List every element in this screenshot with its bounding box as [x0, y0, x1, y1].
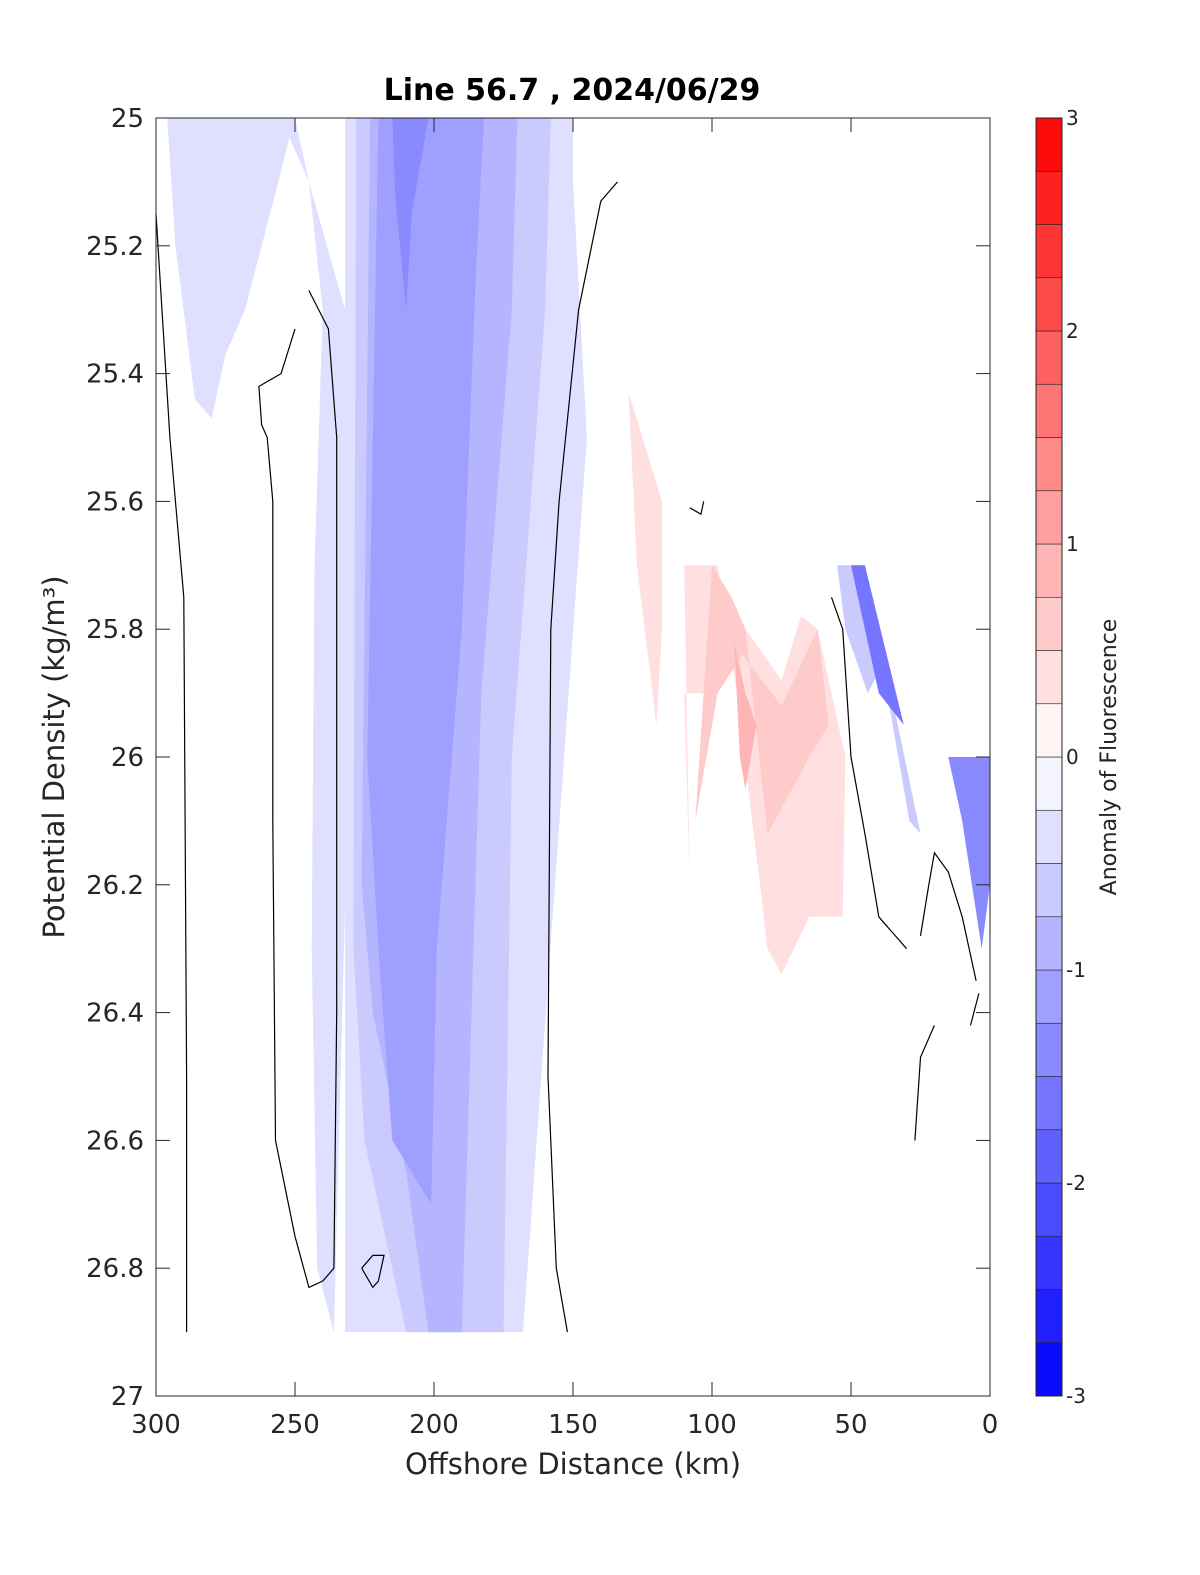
colorbar-band — [1035, 1182, 1063, 1237]
x-axis-label: Offshore Distance (km) — [405, 1447, 741, 1481]
contour-region-7 — [851, 565, 904, 725]
colorbar-band — [1035, 1129, 1063, 1184]
y-axis-label: Potential Density (kg/m³) — [37, 575, 71, 938]
x-tick-label: 0 — [982, 1410, 999, 1440]
colorbar-band — [1035, 277, 1063, 332]
colorbar-tick-label: 1 — [1066, 532, 1079, 556]
contour-region-5 — [392, 118, 429, 310]
x-tick-label: 150 — [548, 1410, 598, 1440]
zero-contour-4 — [830, 597, 908, 950]
colorbar-box — [1035, 117, 1063, 1397]
zero-contour-5 — [919, 851, 977, 981]
zero-contour-lines — [155, 181, 980, 1333]
x-axis-ticks: 300 250 200 150 100 50 0 — [131, 118, 998, 1440]
colorbar-band — [1035, 170, 1063, 225]
contour-region-0 — [167, 118, 351, 1333]
y-tick-label: 26.6 — [86, 1126, 144, 1156]
colorbar-band — [1035, 383, 1063, 438]
contour-region-8 — [948, 757, 990, 949]
colorbar-tick-label: 2 — [1066, 319, 1079, 343]
x-tick-label: 250 — [270, 1410, 320, 1440]
y-tick-label: 26 — [111, 743, 144, 773]
colorbar-label: Anomaly of Fluorescence — [1097, 619, 1122, 896]
y-tick-label: 27 — [111, 1382, 144, 1412]
colorbar-band — [1035, 863, 1063, 918]
zero-contour-2 — [547, 181, 618, 1333]
colorbar-band — [1035, 916, 1063, 971]
y-tick-label: 25 — [111, 104, 144, 134]
colorbar-band — [1035, 330, 1063, 385]
y-axis-ticks: 25 25.2 25.4 25.6 25.8 26 26.2 26.4 26.6 26.8 27 — [86, 104, 990, 1412]
colorbar-band — [1035, 809, 1063, 864]
colorbar-tick-label: -3 — [1066, 1384, 1086, 1408]
colorbar-band — [1035, 1289, 1063, 1344]
plot-area: 300 250 200 150 100 50 0 2525.225.425.625.8262… — [86, 104, 998, 1440]
zero-contour-7 — [969, 993, 980, 1026]
colorbar-band — [1035, 1342, 1063, 1397]
y-tick-label: 25.6 — [86, 487, 144, 517]
colorbar-bands — [1035, 117, 1063, 1397]
y-tick-label: 26.2 — [86, 871, 144, 901]
x-tick-label: 100 — [687, 1410, 737, 1440]
zero-contour-1 — [258, 290, 338, 1289]
zero-contour-0 — [155, 213, 188, 1333]
y-tick-label: 26.4 — [86, 999, 144, 1029]
colorbar-band — [1035, 596, 1063, 651]
colorbar-band — [1035, 703, 1063, 758]
x-tick-label: 200 — [409, 1410, 459, 1440]
zero-contour-8 — [361, 1254, 385, 1289]
colorbar-band — [1035, 117, 1063, 172]
colorbar-band — [1035, 490, 1063, 545]
colorbar-tick-label: 0 — [1066, 745, 1079, 769]
contour-region-12 — [734, 642, 757, 789]
x-tick-label: 50 — [834, 1410, 867, 1440]
colorbar-band — [1035, 1022, 1063, 1077]
zero-contour-3 — [689, 501, 705, 516]
contour-region-9 — [628, 392, 662, 725]
colorbar-band — [1035, 437, 1063, 492]
contour-region-4 — [367, 118, 484, 1205]
colorbar-ticks: -3 -2 -1 0 1 2 3 — [1066, 106, 1086, 1408]
chart-title: Line 56.7 , 2024/06/29 — [384, 73, 761, 108]
colorbar-tick-label: 3 — [1066, 106, 1079, 130]
colorbar-tick-label: -1 — [1066, 958, 1086, 982]
x-tick-label: 300 — [131, 1410, 181, 1440]
colorbar-band — [1035, 1235, 1063, 1290]
colorbar: -3 -2 -1 0 1 2 3 — [1035, 106, 1086, 1408]
y-tick-label: 25.2 — [86, 232, 144, 262]
colorbar-band — [1035, 650, 1063, 705]
y-tick-label: 26.8 — [86, 1254, 144, 1284]
contour-region-11 — [695, 565, 829, 834]
y-tick-label: 25.8 — [86, 615, 144, 645]
contour-region-6 — [837, 565, 921, 834]
colorbar-band — [1035, 1076, 1063, 1131]
zero-contour-6 — [914, 1025, 935, 1141]
colorbar-tick-label: -2 — [1066, 1171, 1086, 1195]
colorbar-band — [1035, 543, 1063, 598]
y-tick-label: 25.4 — [86, 360, 144, 390]
colorbar-band — [1035, 969, 1063, 1024]
colorbar-band — [1035, 224, 1063, 279]
filled-contours — [167, 118, 990, 1333]
colorbar-band — [1035, 756, 1063, 811]
